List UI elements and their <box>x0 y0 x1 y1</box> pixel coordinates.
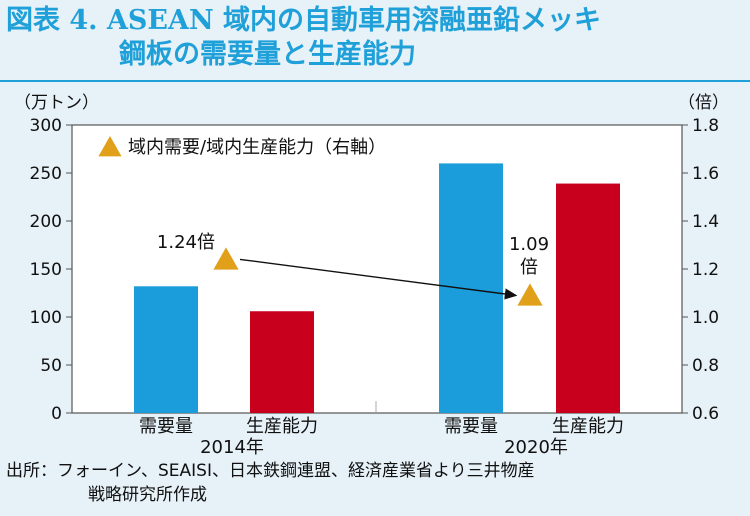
legend-marker <box>98 136 122 157</box>
y-tick-label: 100 <box>30 308 62 328</box>
y2-axis-unit: （倍） <box>678 93 729 113</box>
source-note: 出所：フォーイン、SEAISI、日本鉄鋼連盟、経済産業省より三井物産 戦略研究所… <box>6 459 746 507</box>
y2-tick-label: 1.0 <box>692 308 719 328</box>
legend-label: 域内需要/域内生産能力（右軸） <box>128 137 386 158</box>
x-category-label: 需要量 <box>139 416 193 437</box>
x-category-label: 生産能力 <box>552 416 624 437</box>
y2-tick-label: 1.4 <box>692 212 719 232</box>
y-tick-label: 200 <box>30 212 62 232</box>
y-axis-unit: （万トン） <box>14 93 99 113</box>
bar-2020年-需要量 <box>439 163 503 413</box>
title-line-1: 図表 4. ASEAN 域内の自動車用溶融亜鉛メッキ <box>6 5 602 36</box>
x-category-label: 需要量 <box>444 416 498 437</box>
ratio-trend-arrow <box>239 258 518 300</box>
y-tick-label: 300 <box>30 116 62 136</box>
ratio-marker <box>213 247 239 270</box>
bar-2014年-生産能力 <box>250 311 314 413</box>
y2-tick-label: 1.2 <box>692 260 719 280</box>
x-year-label: 2014年 <box>200 437 264 456</box>
bar-2014年-需要量 <box>134 286 198 413</box>
chart-svg: （万トン） （倍） 0 50 100 150 200 250 300 0.6 0.8 1.0 1.2 1.… <box>14 93 729 456</box>
chart-title: 図表 4. ASEAN 域内の自動車用溶融亜鉛メッキ 鋼板の需要量と生産能力 <box>6 4 746 72</box>
bar-2020年-生産能力 <box>556 183 620 413</box>
x-category-label: 生産能力 <box>246 416 318 437</box>
y2-tick-label: 1.6 <box>692 164 719 184</box>
y-tick-label: 0 <box>51 404 62 424</box>
y2-tick-label: 1.8 <box>692 116 719 136</box>
y-tick-label: 150 <box>30 260 62 280</box>
y-tick-label: 250 <box>30 164 62 184</box>
ratio-label-2020-unit: 倍 <box>520 257 538 278</box>
source-line-2: 戦略研究所作成 <box>88 485 207 505</box>
y2-tick-label: 0.8 <box>692 356 719 376</box>
title-divider <box>0 80 750 82</box>
title-line-2: 鋼板の需要量と生産能力 <box>119 39 416 70</box>
ratio-marker <box>517 283 543 306</box>
ratio-label-2020-value: 1.09 <box>509 234 549 255</box>
y2-tick-label: 0.6 <box>692 404 719 424</box>
source-line-1: 出所：フォーイン、SEAISI、日本鉄鋼連盟、経済産業省より三井物産 <box>6 461 535 481</box>
ratio-label-2014: 1.24倍 <box>157 232 215 253</box>
y-tick-label: 50 <box>40 356 62 376</box>
x-year-label: 2020年 <box>504 437 568 456</box>
